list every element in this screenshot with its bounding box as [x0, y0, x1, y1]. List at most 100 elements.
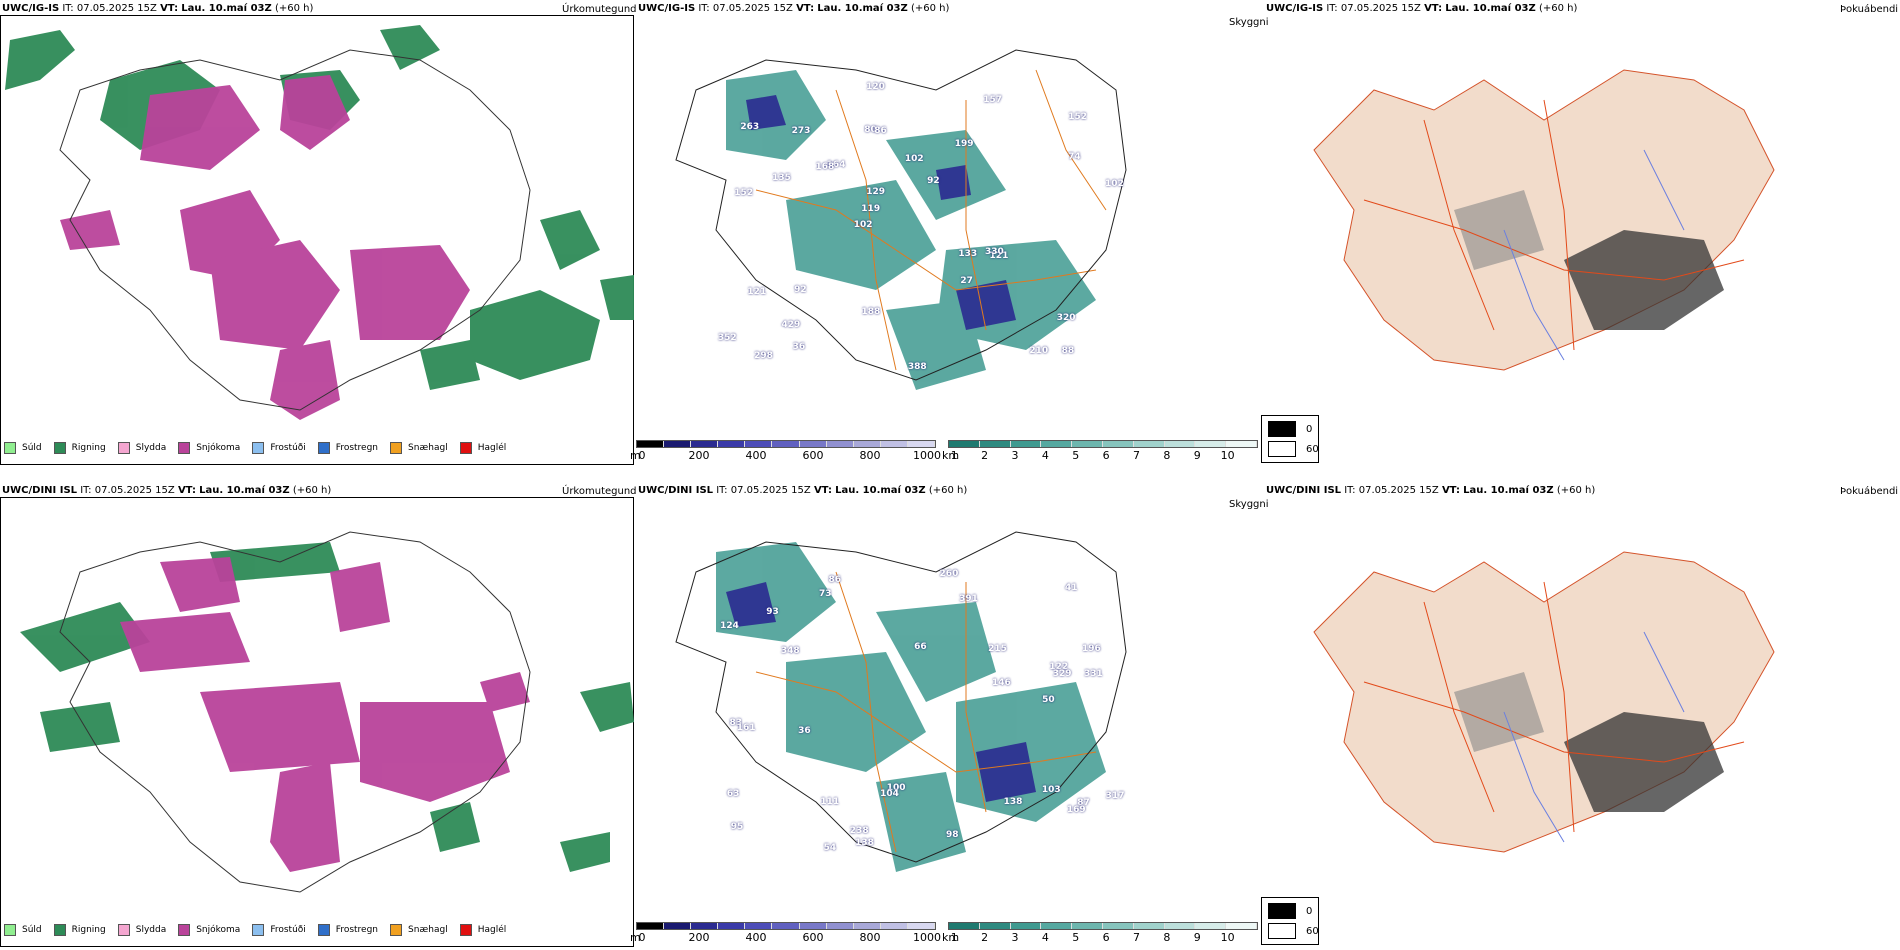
visibility-value-label: 298	[754, 350, 773, 361]
vt-label: VT:	[813, 485, 832, 496]
legend-label: Frostregn	[335, 925, 379, 935]
visibility-value-label: 36	[792, 341, 806, 352]
it-label: IT:	[698, 3, 710, 14]
legend-swatch	[53, 924, 66, 936]
fog-panel-bottom: UWC/DINI ISL IT: 07.05.2025 15Z VT: Lau.…	[1261, 482, 1900, 948]
panel-header: UWC/DINI ISL IT: 07.05.2025 15Z VT: Lau.…	[638, 485, 967, 496]
visibility-value-label: 87	[1077, 798, 1090, 809]
colorbar-tick: 600	[802, 931, 824, 944]
colorbar-cell	[853, 923, 881, 929]
visibility-value-label: 168	[815, 162, 835, 173]
colorbar-cell	[718, 923, 746, 929]
label-dark: 0	[1306, 905, 1313, 917]
legend-label: Súld	[22, 443, 42, 453]
visibility-labels-top: 88 152 152 102 199 298 80 102 121 164 352 429 86 92 12…	[636, 30, 1272, 450]
visibility-value-label: 391	[959, 593, 978, 604]
precip-type-panel-top: UWC/IG-IS IT: 07.05.2025 15Z VT: Lau. 10…	[0, 0, 637, 466]
visibility-value-label: 102	[1105, 178, 1124, 189]
colorbar-cell	[1164, 441, 1196, 447]
it-label: IT:	[1344, 485, 1356, 496]
legend-swatch	[4, 924, 16, 936]
visibility-ticks: 1 2 3 4 5 6 7 8 9 10	[948, 930, 1258, 944]
legend-label: Slydda	[135, 925, 167, 935]
visibility-colorbar-top: 1 2 3 4 5 6 7 8 9 10 km	[942, 440, 1258, 464]
colorbar-tick: 3	[1011, 931, 1019, 944]
visibility-value-label: 98	[946, 830, 959, 841]
precip-map-top	[5, 25, 634, 420]
visibility-labels-bottom: 103 196 87 66 95 86 122 111 41 348 331 124 50 138 63 93…	[636, 512, 1272, 932]
vt-value: Lau. 10.maí 03Z	[181, 3, 272, 14]
colorbar-cell	[880, 923, 908, 929]
legend-swatch	[390, 442, 403, 454]
legend-swatch	[117, 924, 130, 936]
visibility-value-label: 129	[866, 186, 886, 197]
visibility-value-label: 429	[781, 320, 801, 331]
visibility-value-label: 215	[988, 644, 1007, 655]
visibility-value-label: 66	[914, 641, 927, 652]
vt-value: Lau. 10.maí 03Z	[817, 3, 908, 14]
vt-label: VT:	[177, 485, 196, 496]
legend-label: Rigning	[71, 925, 106, 935]
visibility-value-label: 121	[989, 250, 1009, 261]
panel-header: UWC/DINI ISL IT: 07.05.2025 15Z VT: Lau.…	[2, 485, 331, 496]
colorbar-cell	[1102, 923, 1134, 929]
colorbar-cell	[1133, 923, 1165, 929]
label-light: 60	[1306, 443, 1319, 455]
colorbar-cell	[1072, 441, 1103, 447]
model-name: UWC/DINI ISL	[2, 485, 78, 496]
colorbar-cell	[826, 923, 854, 929]
elevation-cells	[636, 440, 936, 448]
visibility-value-label: 36	[798, 725, 811, 736]
legend-swatch	[53, 442, 66, 454]
visibility-value-label: 104	[880, 788, 899, 799]
colorbar-cell	[745, 923, 773, 929]
it-value: 07.05.2025 15Z	[1358, 485, 1439, 496]
legend-swatch	[178, 924, 191, 936]
legend-swatch	[252, 442, 265, 454]
colorbar-tick: 1	[950, 931, 958, 944]
lead-time: (+60 h)	[1538, 3, 1578, 14]
colorbar-cell	[1010, 441, 1042, 447]
precip-legend: Súld Rigning Slydda Snjókoma Frostúði Fr…	[4, 440, 506, 456]
legend-swatch	[178, 442, 191, 454]
visibility-value-label: 54	[823, 842, 837, 853]
legend-item: Snæhagl	[390, 442, 448, 454]
visibility-value-label: 111	[820, 796, 840, 807]
it-value: 07.05.2025 15Z	[712, 3, 793, 14]
fog-legend-light: 60	[1268, 441, 1319, 457]
colorbar-tick: 10	[1220, 931, 1235, 944]
map-frame	[0, 15, 634, 465]
model-name: UWC/DINI ISL	[1266, 485, 1342, 496]
colorbar-cell	[826, 441, 854, 447]
label-light: 60	[1306, 925, 1319, 937]
visibility-value-label: 122	[1049, 662, 1069, 673]
elevation-ticks: 0 200 400 600 800 1000	[636, 448, 942, 462]
visibility-value-label: 317	[1105, 790, 1125, 801]
legend-item: Slydda	[117, 442, 166, 454]
colorbar-cell	[664, 923, 692, 929]
colorbar-cell	[949, 923, 980, 929]
visibility-value-label: 152	[1068, 111, 1088, 122]
it-label: IT:	[716, 485, 728, 496]
colorbar-cell	[799, 923, 827, 929]
legend-item: Frostregn	[317, 442, 378, 454]
legend-item: Slydda	[117, 924, 167, 936]
visibility-value-label: 80	[864, 124, 877, 135]
colorbar-tick: 600	[802, 449, 824, 462]
colorbar-cell	[637, 441, 665, 447]
colorbar-tick: 400	[745, 449, 767, 462]
visibility-map-top	[675, 49, 1127, 390]
visibility-value-label: 196	[1081, 643, 1101, 654]
panel-header: UWC/IG-IS IT: 07.05.2025 15Z VT: Lau. 10…	[638, 3, 949, 14]
colorbar-tick: 3	[1011, 449, 1019, 462]
legend-swatch	[459, 924, 472, 936]
panel-header: UWC/IG-IS IT: 07.05.2025 15Z VT: Lau. 10…	[1266, 3, 1577, 14]
visibility-value-label: 152	[734, 188, 754, 199]
elevation-unit: m	[630, 449, 641, 462]
it-value: 07.05.2025 15Z	[730, 485, 811, 496]
model-name: UWC/IG-IS	[1266, 3, 1324, 14]
fog-panel-top: UWC/IG-IS IT: 07.05.2025 15Z VT: Lau. 10…	[1261, 0, 1900, 466]
it-value: 07.05.2025 15Z	[76, 3, 157, 14]
colorbar-tick: 4	[1041, 931, 1049, 944]
legend-swatch	[390, 924, 403, 936]
